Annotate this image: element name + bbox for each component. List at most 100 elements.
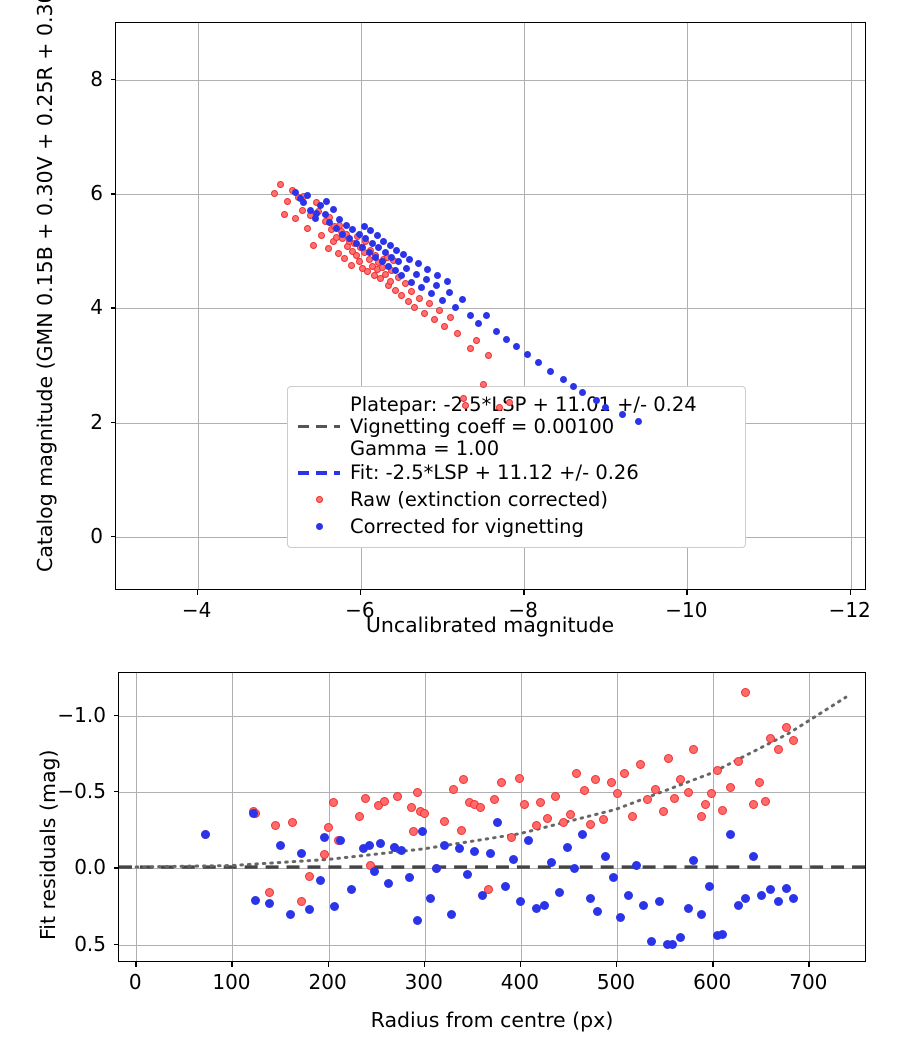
scatter-point-corrected (352, 239, 360, 247)
scatter-point-raw (689, 744, 699, 754)
scatter-point-raw (476, 802, 485, 812)
scatter-point-raw (420, 808, 430, 818)
xtick-mark (519, 962, 522, 967)
scatter-point-corrected (524, 836, 534, 846)
xtick-label: 500 (596, 970, 636, 994)
scatter-point-corrected (462, 870, 472, 879)
scatter-point-corrected (712, 931, 722, 940)
ytick-label: 6 (90, 181, 103, 206)
scatter-point-corrected (394, 258, 402, 266)
scatter-point-raw (651, 784, 660, 794)
xtick-label: 200 (308, 970, 347, 994)
scatter-point-raw (718, 805, 728, 815)
gridline-vertical (198, 23, 199, 589)
scatter-point-corrected (386, 242, 394, 250)
scatter-point-corrected (311, 214, 319, 222)
scatter-point-corrected (454, 844, 464, 853)
scatter-point-raw (449, 784, 459, 794)
xtick-mark (135, 962, 137, 967)
scatter-point-corrected (408, 278, 415, 286)
scatter-point-corrected (592, 397, 600, 405)
scatter-point-raw (426, 300, 433, 308)
scatter-point-corrected (347, 885, 357, 895)
scatter-point-corrected (285, 909, 295, 919)
scatter-point-raw (435, 307, 443, 315)
scatter-point-raw (781, 723, 791, 733)
scatter-point-raw (304, 871, 314, 881)
scatter-point-corrected (662, 940, 672, 950)
gridline-vertical (329, 673, 330, 961)
legend-entry-fit[interactable]: Fit: -2.5*LSP + 11.12 +/- 0.26 (296, 459, 735, 486)
scatter-point-raw (697, 812, 707, 821)
scatter-point-raw (543, 813, 553, 823)
xtick-mark (849, 590, 852, 595)
scatter-point-corrected (749, 851, 759, 861)
scatter-point-raw (789, 735, 799, 745)
scatter-point-corrected (618, 411, 626, 419)
scatter-point-corrected (704, 882, 714, 892)
scatter-point-corrected (385, 262, 393, 270)
ytick-label: 4 (90, 295, 103, 320)
legend-label-vignetting-coeff: Vignetting coeff = 0.00100 (350, 414, 615, 438)
ytick-mark (113, 714, 118, 717)
scatter-point-corrected (443, 277, 451, 285)
scatter-point-corrected (339, 230, 347, 238)
scatter-point-raw (531, 821, 541, 831)
scatter-point-raw (670, 793, 680, 803)
scatter-point-corrected (375, 244, 383, 252)
scatter-point-raw (658, 807, 668, 817)
scatter-point-corrected (397, 845, 407, 855)
ytick-mark (113, 867, 118, 869)
xtick-label: 300 (404, 970, 443, 994)
xtick-mark (616, 962, 618, 967)
scatter-point-raw (453, 330, 461, 337)
scatter-point-corrected (378, 258, 386, 266)
scatter-point-raw (341, 254, 349, 262)
legend-entry-corrected[interactable]: Corrected for vignetting (296, 513, 735, 540)
legend-entry-platepar[interactable]: Platepar: -2.5*LSP + 11.01 +/- 0.24 Vign… (296, 394, 735, 459)
scatter-point-corrected (391, 267, 399, 275)
gridline-vertical (713, 673, 714, 961)
scatter-point-corrected (426, 894, 435, 904)
scatter-point-corrected (654, 897, 664, 907)
scatter-point-raw (558, 818, 568, 828)
scatter-point-corrected (452, 303, 460, 311)
bottom-panel-axes (118, 672, 866, 962)
scatter-point-corrected (539, 900, 549, 910)
scatter-point-raw (377, 275, 384, 283)
top-panel-xaxis-label: Uncalibrated magnitude (365, 613, 615, 637)
scatter-point-corrected (512, 342, 520, 350)
xtick-mark (327, 962, 329, 967)
scatter-point-raw (520, 799, 530, 809)
scatter-point-corrected (531, 903, 541, 913)
scatter-point-raw (643, 795, 653, 805)
scatter-point-corrected (362, 235, 370, 243)
scatter-point-corrected (316, 202, 324, 210)
legend-entry-raw[interactable]: Raw (extinction corrected) (296, 486, 735, 513)
scatter-point-corrected (373, 231, 381, 239)
scatter-point-corrected (251, 895, 260, 905)
scatter-point-corrected (201, 830, 210, 840)
scatter-point-raw (328, 798, 338, 808)
scatter-point-raw (749, 799, 759, 809)
scatter-point-raw (489, 795, 499, 805)
scatter-point-corrected (447, 909, 457, 919)
ytick-label: 2 (90, 409, 103, 434)
scatter-point-corrected (304, 905, 314, 915)
scatter-point-raw (324, 245, 332, 252)
scatter-point-raw (270, 189, 278, 197)
scatter-point-raw (460, 395, 468, 403)
scatter-point-corrected (631, 860, 641, 870)
scatter-point-corrected (372, 253, 380, 261)
xtick-label: −6 (345, 598, 375, 622)
xtick-mark (231, 962, 233, 967)
scatter-point-corrected (424, 266, 432, 274)
dashed-line-blue-icon (296, 463, 342, 483)
scatter-point-corrected (323, 197, 331, 205)
scatter-point-raw (404, 298, 412, 306)
scatter-point-raw (572, 769, 582, 779)
blue-marker-icon (296, 517, 342, 537)
scatter-point-raw (398, 292, 406, 300)
scatter-point-raw (354, 812, 364, 821)
scatter-point-corrected (292, 188, 300, 196)
